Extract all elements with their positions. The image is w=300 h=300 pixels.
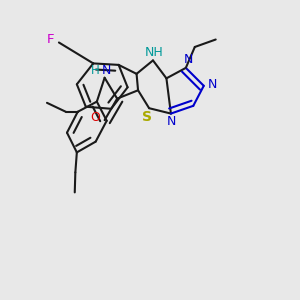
Text: N: N [101, 64, 111, 77]
Text: S: S [142, 110, 152, 124]
Text: F: F [47, 33, 54, 46]
Text: O: O [90, 111, 100, 124]
Text: N: N [167, 116, 176, 128]
Text: NH: NH [145, 46, 164, 59]
Text: N: N [184, 53, 194, 66]
Text: N: N [208, 78, 218, 91]
Text: H: H [90, 64, 99, 77]
